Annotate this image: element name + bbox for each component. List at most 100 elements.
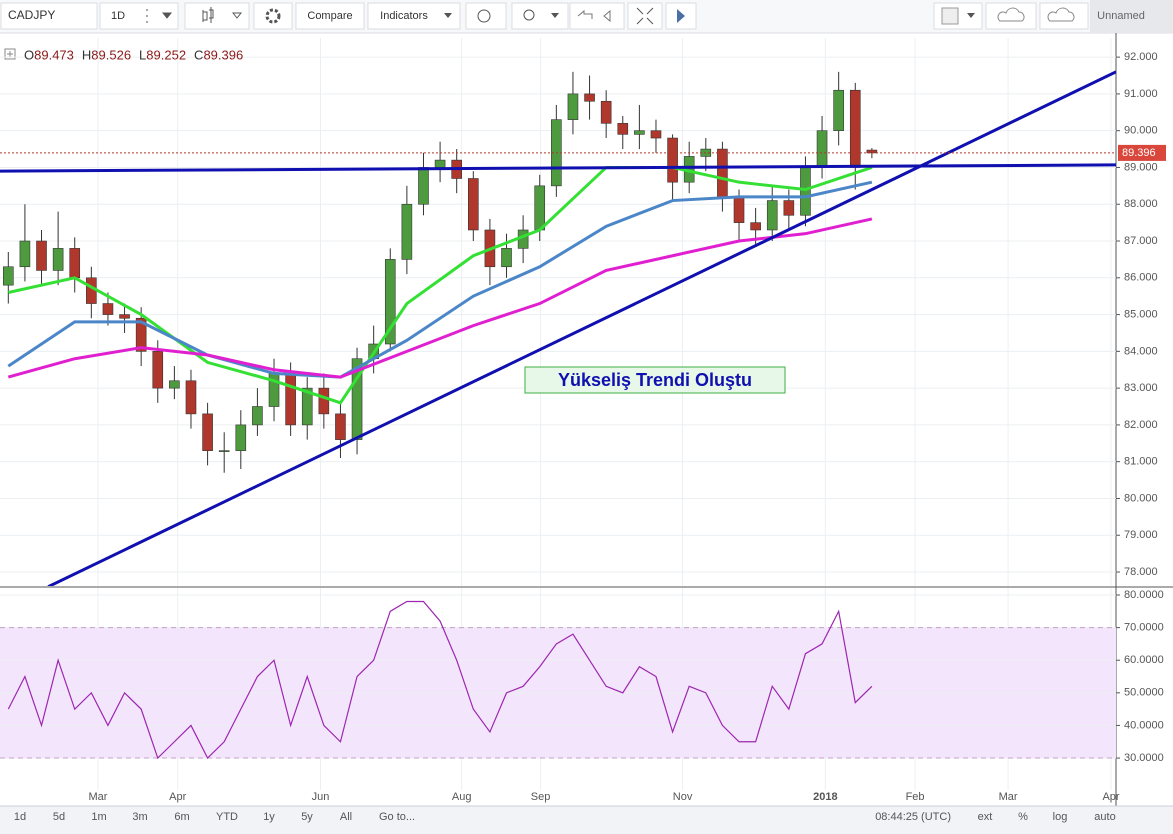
range-button[interactable]: All	[340, 811, 352, 823]
indicators: Indicators	[380, 10, 428, 22]
collapse-icon[interactable]	[4, 48, 16, 60]
alert-button[interactable]	[465, 2, 507, 30]
candle-body	[235, 424, 247, 451]
candle-body	[152, 351, 164, 389]
goto-button[interactable]: Go to...	[379, 811, 415, 823]
candle-body	[119, 314, 130, 319]
candle-body	[667, 137, 678, 183]
range-button[interactable]: 5d	[53, 811, 65, 823]
replay-icon	[677, 9, 685, 23]
y-tick-label: 89.000	[1124, 161, 1158, 173]
candle-body	[69, 248, 81, 279]
candle-body	[567, 93, 579, 120]
y-tick-label: 70.0000	[1124, 622, 1164, 634]
candle-body	[468, 178, 479, 231]
range-button[interactable]: 5y	[301, 811, 313, 823]
symbol: CADJPY	[8, 8, 55, 22]
x-tick-label: Mar	[89, 791, 108, 803]
candle-body	[185, 380, 197, 415]
y-tick-label: 78.000	[1124, 566, 1158, 578]
candle-body	[800, 167, 811, 216]
candle-body	[650, 130, 662, 139]
rsi-line	[7, 600, 873, 760]
x-tick-label: Feb	[906, 791, 925, 803]
y-tick-label: 92.000	[1124, 51, 1158, 63]
undo-redo[interactable]	[569, 2, 625, 30]
ohlc-prefix: H	[82, 47, 91, 62]
scale-option[interactable]: ext	[978, 811, 993, 823]
layout-button[interactable]	[1090, 0, 1173, 33]
layout-name: Unnamed	[1097, 10, 1145, 22]
settings-icon	[265, 8, 281, 24]
ohlc-prefix: C	[194, 47, 203, 62]
dropdown-icon	[551, 13, 559, 18]
candle-body	[86, 277, 97, 304]
y-tick-label: 40.0000	[1124, 719, 1164, 731]
candle-body	[3, 266, 14, 286]
candle-body	[418, 167, 429, 205]
idea-icon	[523, 9, 535, 21]
x-tick-label: Nov	[673, 791, 693, 803]
x-tick-label: Apr	[169, 791, 186, 803]
price-pane: Yükseliş Trendi Oluştu	[0, 38, 1116, 586]
candle-body	[351, 358, 363, 440]
ohlc-value: 89.396	[203, 47, 243, 62]
range-button[interactable]: YTD	[216, 811, 238, 823]
candle-body	[733, 196, 745, 223]
y-tick-label: 80.0000	[1124, 589, 1164, 601]
candle-body	[833, 89, 844, 131]
fullscreen-button[interactable]	[627, 2, 663, 30]
y-tick-label: 86.000	[1124, 272, 1158, 284]
y-tick-label: 82.000	[1124, 419, 1158, 431]
chart-type-button[interactable]	[184, 2, 250, 30]
candle-body	[617, 123, 629, 135]
chart-type-icon	[202, 7, 243, 23]
candle-body	[135, 317, 147, 352]
range-button[interactable]: 3m	[132, 811, 147, 823]
compare-button[interactable]	[295, 2, 365, 30]
fullscreen-icon	[636, 7, 654, 25]
range-button[interactable]: 6m	[174, 811, 189, 823]
scale-option[interactable]: log	[1053, 811, 1068, 823]
y-tick-label: 80.000	[1124, 492, 1158, 504]
moving-average	[7, 165, 873, 405]
candle-body	[717, 148, 728, 198]
candle-body	[534, 185, 546, 231]
candle-body	[434, 159, 446, 168]
indicators-button[interactable]	[367, 2, 461, 30]
candle-body	[102, 303, 114, 315]
symbol-box[interactable]	[0, 2, 98, 30]
candle-body	[36, 240, 47, 271]
ohlc-value: 89.473	[34, 47, 74, 62]
settings-button[interactable]	[253, 2, 293, 30]
candle-body	[301, 387, 313, 426]
y-tick-label: 91.000	[1124, 88, 1158, 100]
trend-line	[0, 163, 1116, 173]
candle-body	[866, 149, 878, 154]
idea-button[interactable]	[511, 2, 569, 30]
save-cloud[interactable]	[985, 2, 1037, 30]
candle-body	[285, 373, 296, 426]
load-cloud[interactable]	[1039, 2, 1089, 30]
candle-body	[600, 100, 612, 124]
y-tick-label: 60.0000	[1124, 654, 1164, 666]
range-button[interactable]: 1m	[91, 811, 106, 823]
y-tick-label: 79.000	[1124, 529, 1158, 541]
undo-redo-icon	[577, 9, 611, 23]
y-tick-label: 90.000	[1124, 125, 1158, 137]
alert-icon	[477, 9, 491, 23]
range-button[interactable]: 1d	[14, 811, 26, 823]
scale-option[interactable]: %	[1018, 811, 1028, 823]
range-button[interactable]: 1y	[263, 811, 275, 823]
ohlc-value: 89.526	[91, 47, 131, 62]
candle-body	[401, 203, 413, 260]
candle-body	[218, 450, 230, 452]
candle-body	[634, 130, 645, 135]
clock: 08:44:25 (UTC)	[875, 811, 951, 823]
candle-body	[252, 406, 263, 426]
scale-option[interactable]: auto	[1094, 811, 1115, 823]
x-tick-label: Sep	[531, 791, 551, 803]
x-tick-label: 2018	[813, 791, 837, 803]
